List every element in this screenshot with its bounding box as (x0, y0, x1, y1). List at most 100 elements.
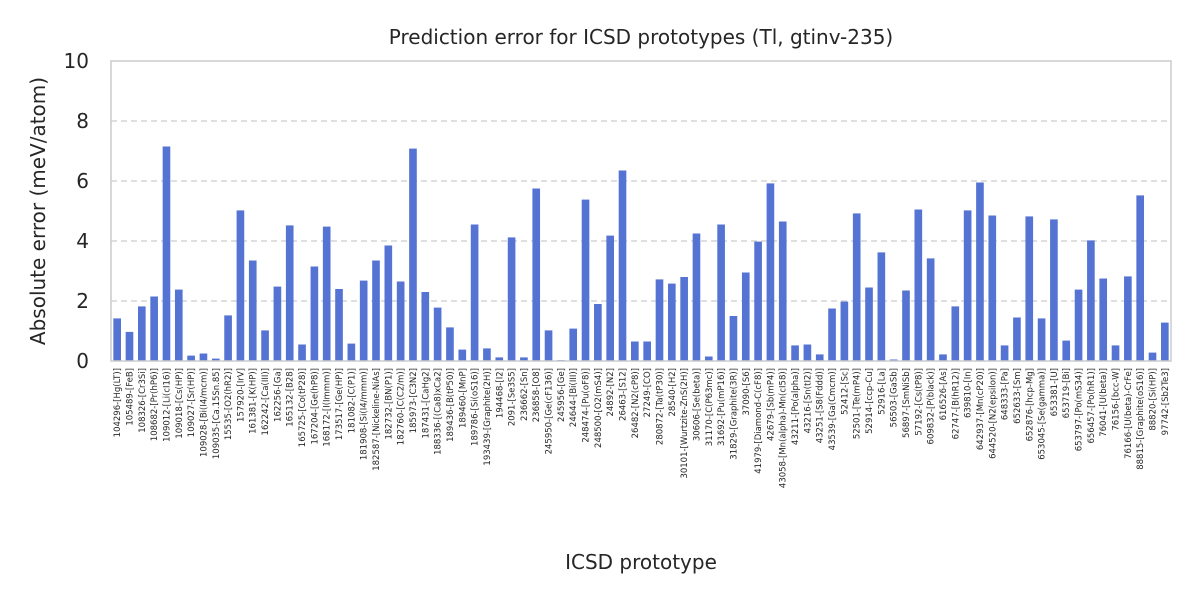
x-tick-label: 652633-[Sm] (1013, 368, 1023, 424)
x-tick-label: 31170-[C(P63mc)] (705, 368, 715, 446)
x-tick-label: 187431-[CaHg2] (421, 368, 431, 439)
bar (458, 349, 467, 361)
x-tick-label: 52501-[Te(mP4)] (853, 368, 863, 439)
bar (914, 209, 923, 361)
x-tick-label: 52412-[Sc] (840, 368, 850, 415)
x-tick-label: 88815-[Graphite(oS16)] (1136, 368, 1146, 470)
x-tick-label: 656457-[Po(hR1)] (1087, 368, 1097, 444)
x-tick-label: 42679-[Sb(mP4)] (766, 368, 776, 441)
x-tick-label: 245956-[Ge] (557, 368, 567, 422)
bars-layer (113, 146, 1169, 361)
bar (667, 283, 676, 361)
bar (988, 215, 997, 361)
x-tick-label: 76166-[U(beta)-CrFe] (1124, 368, 1134, 459)
x-tick-labels: 104296-[Hg(LT)] 105489-[FeB] 108326-[Cr3Si… (113, 368, 1171, 488)
bar (655, 279, 664, 361)
bar (852, 213, 861, 361)
x-tick-label: 165725-[Co(tP28)] (298, 368, 308, 447)
x-tick-label: 56503-[GaSb] (890, 368, 900, 427)
bar (828, 308, 836, 361)
x-tick-label: 653797-[Po(mS34)] (1075, 368, 1085, 451)
x-tick-label: 653381-[U] (1050, 368, 1060, 416)
x-tick-label: 653719-[Bi] (1062, 368, 1072, 418)
bar (754, 241, 762, 361)
x-tick-label: 41979-[Diamond-C(cF8)] (754, 368, 764, 474)
bar (384, 245, 393, 361)
bar (483, 348, 491, 361)
bar (877, 252, 886, 361)
x-tick-label: 57192-[Cs(tP8)] (914, 368, 924, 436)
x-tick-label: 15535-[O2(hR2)] (224, 368, 234, 440)
x-tick-label: 109028-[Bi(I4/mcm)] (199, 368, 209, 457)
bar (347, 343, 356, 361)
x-tick-label: 245950-[Ge(cF136)] (545, 368, 555, 454)
bar (926, 258, 935, 361)
x-tick-label: 248474-[Pu(oF8)] (582, 368, 592, 443)
x-tick-label: 162242-[Ca(III)] (261, 368, 271, 435)
x-tick-label: 639810-[In] (964, 368, 974, 418)
x-tick-label: 189786-[Si(oS16)] (471, 368, 481, 446)
bar (939, 354, 947, 361)
bar (581, 199, 590, 361)
bar (113, 318, 121, 361)
bar (1111, 345, 1120, 361)
x-tick-label: 236858-[O8] (532, 368, 542, 422)
bar (187, 355, 195, 361)
x-tick-label: 236662-[Sn] (520, 368, 530, 421)
x-tick-label: 43251-[S8(Fddd)] (816, 368, 826, 443)
bar (285, 225, 294, 361)
bar (1062, 340, 1071, 361)
x-tick-label: 181908-[Si(I4/mmm)] (360, 368, 370, 460)
bar (199, 353, 208, 361)
bar (322, 226, 331, 361)
x-tick-label: 182732-[BN(P1)] (384, 368, 394, 440)
y-tick-labels: 0 2 4 6 8 10 (64, 49, 89, 373)
y-axis-label: Absolute error (meV/atom) (26, 77, 50, 345)
bar (125, 331, 134, 361)
x-tick-label: 97742-[Sb2Te3] (1161, 368, 1171, 435)
bar (298, 344, 306, 361)
x-tick-label: 193439-[Graphite(2H)] (483, 368, 493, 466)
grid-layer (111, 120, 1171, 302)
bar (174, 289, 183, 361)
x-tick-label: 182760-[C(C2/m)] (397, 368, 407, 445)
y-tick-label: 2 (76, 289, 89, 313)
x-tick-label: 43216-[Sn(tI2)] (803, 368, 813, 433)
bar (409, 148, 417, 361)
x-tick-label: 52914-[ccp-Cu] (865, 368, 875, 434)
bar (729, 316, 738, 361)
x-tick-label: 189436-[B(tP50)] (446, 368, 456, 442)
x-tick-label: 43058-[Mn(alpha)-Mn(cI58)] (779, 368, 789, 488)
x-tick-label: 76041-[U(beta)] (1099, 368, 1109, 437)
bar (766, 183, 775, 361)
bar (372, 260, 380, 361)
bar (606, 235, 615, 361)
x-tick-label: 157920-[IrV] (236, 368, 246, 422)
bar (815, 354, 824, 361)
x-tick-label: 109035-[Ca.15Sn.85] (212, 368, 222, 459)
bar (631, 341, 639, 361)
x-tick-label: 609832-[P(black)] (927, 368, 937, 444)
y-tick-label: 0 (76, 349, 89, 373)
x-tick-label: 189460-[MnP] (458, 368, 468, 428)
bar (248, 260, 257, 361)
x-tick-label: 27249-[CO] (643, 368, 653, 417)
x-tick-label: 2091-[Se3S5] (508, 368, 518, 426)
bar (1148, 352, 1157, 361)
bar (544, 330, 553, 361)
bar (717, 224, 725, 361)
x-tick-label: 26482-[N2(cP8)] (631, 368, 641, 438)
x-tick-label: 26463-[S12] (619, 368, 629, 421)
y-tick-label: 6 (76, 169, 89, 193)
bar (902, 290, 910, 361)
bar (433, 307, 442, 361)
bar (1087, 240, 1095, 361)
x-tick-label: 108326-[Cr3Si] (138, 368, 148, 433)
bar (1025, 216, 1034, 361)
bar (741, 272, 750, 361)
x-tick-label: 104296-[Hg(LT)] (113, 368, 123, 437)
bar (261, 330, 269, 361)
x-tick-label: 28540-[H2] (668, 368, 678, 417)
bar (520, 357, 528, 361)
